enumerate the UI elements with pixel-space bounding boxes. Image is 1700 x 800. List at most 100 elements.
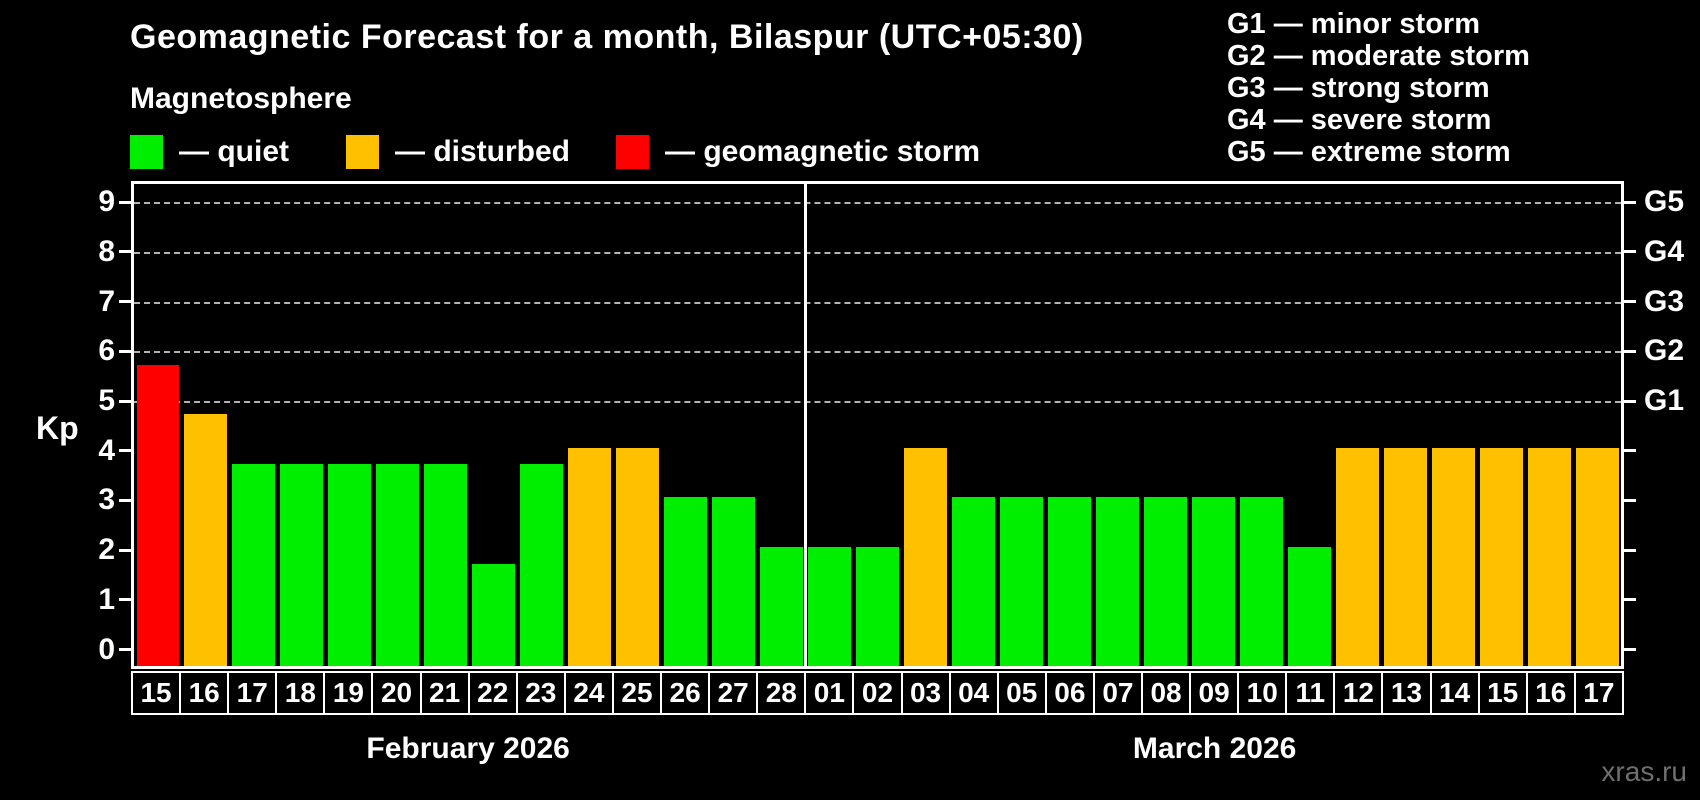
right-tick-5 [1624, 399, 1636, 403]
bar-slot-20 [374, 184, 422, 666]
date-cell-28: 28 [756, 671, 807, 715]
gridline-kp9 [134, 202, 1621, 205]
y-axis-label-1: 1 [98, 582, 115, 616]
page-title: Geomagnetic Forecast for a month, Bilasp… [130, 18, 1084, 56]
kp-bar-06-quiet [1047, 497, 1091, 666]
date-cell-12: 12 [1333, 671, 1384, 715]
kp-bar-08-quiet [1143, 497, 1187, 666]
bar-slot-14 [1429, 184, 1477, 666]
month-label-0: February 2026 [366, 732, 570, 765]
kp-bar-24-disturbed [568, 447, 612, 666]
gridline-kp8 [134, 251, 1621, 254]
legend-label: — geomagnetic storm [665, 135, 981, 168]
date-cell-03: 03 [900, 671, 951, 715]
kp-bar-15-storm [136, 364, 180, 666]
bar-slot-18 [278, 184, 326, 666]
g-legend-line-g4: G4 — severe storm [1227, 104, 1492, 136]
date-cell-14: 14 [1429, 671, 1480, 715]
right-tick-1 [1624, 598, 1636, 602]
gridline-kp7 [134, 301, 1621, 304]
kp-bar-17-disturbed [1575, 447, 1619, 666]
left-tick-7 [119, 300, 131, 304]
right-axis-label-g1: G1 [1644, 384, 1685, 417]
kp-bar-25-disturbed [616, 447, 660, 666]
kp-bar-04-quiet [951, 497, 995, 666]
right-tick-6 [1624, 349, 1636, 353]
left-tick-5 [119, 399, 131, 403]
kp-bar-16-disturbed [184, 414, 228, 666]
watermark: xras.ru [1601, 756, 1687, 787]
right-tick-3 [1624, 498, 1636, 502]
g-legend-line-g3: G3 — strong storm [1227, 72, 1490, 104]
gridline-kp6 [134, 351, 1621, 354]
legend-item-quiet: — quiet [130, 134, 289, 170]
bar-slot-22 [470, 184, 518, 666]
date-cell-04: 04 [948, 671, 999, 715]
kp-bar-13-disturbed [1383, 447, 1427, 666]
right-tick-2 [1624, 548, 1636, 552]
kp-bar-23-quiet [520, 464, 564, 666]
date-axis: 15 16 17 18 19 20 21 22 23 24 25 26 27 28 01 02 03 04 05 06… [131, 671, 1624, 715]
bar-slot-06 [1045, 184, 1093, 666]
y-axis-label-3: 3 [98, 483, 115, 517]
y-axis-label-9: 9 [98, 185, 115, 219]
y-axis-label-6: 6 [98, 334, 115, 368]
bar-slot-16 [182, 184, 230, 666]
y-axis-label-4: 4 [98, 433, 115, 467]
bar-slot-16 [1525, 184, 1573, 666]
bar-slot-23 [518, 184, 566, 666]
left-tick-3 [119, 498, 131, 502]
kp-bar-10-quiet [1239, 497, 1283, 666]
bar-slot-09 [1189, 184, 1237, 666]
date-cell-18: 18 [275, 671, 326, 715]
date-cell-01: 01 [804, 671, 855, 715]
month-divider-line [803, 184, 807, 666]
bar-slot-25 [614, 184, 662, 666]
kp-bar-22-quiet [472, 563, 516, 666]
date-cell-24: 24 [563, 671, 614, 715]
y-axis-label-8: 8 [98, 234, 115, 268]
left-tick-9 [119, 200, 131, 204]
kp-bar-26-quiet [664, 497, 708, 666]
bar-slot-15 [134, 184, 182, 666]
bar-slot-19 [326, 184, 374, 666]
kp-bar-27-quiet [712, 497, 756, 666]
kp-bar-14-disturbed [1431, 447, 1475, 666]
date-cell-07: 07 [1092, 671, 1143, 715]
left-tick-8 [119, 250, 131, 254]
left-tick-4 [119, 449, 131, 453]
bar-slot-05 [997, 184, 1045, 666]
y-axis-label-0: 0 [98, 632, 115, 666]
date-cell-10: 10 [1237, 671, 1288, 715]
bar-slot-11 [1285, 184, 1333, 666]
legend-label: — quiet [179, 135, 289, 168]
date-cell-09: 09 [1189, 671, 1240, 715]
bar-slot-24 [566, 184, 614, 666]
bar-slot-17 [1573, 184, 1621, 666]
date-cell-05: 05 [996, 671, 1047, 715]
kp-bar-15-disturbed [1479, 447, 1523, 666]
kp-bar-20-quiet [376, 464, 420, 666]
bar-slot-03 [902, 184, 950, 666]
g-legend-line-g1: G1 — minor storm [1227, 8, 1480, 40]
g-scale-legend: G1 — minor storm G2 — moderate storm G3 — … [1227, 8, 1530, 168]
right-tick-0 [1624, 648, 1636, 651]
legend-swatch-storm-icon [616, 135, 649, 169]
date-cell-06: 06 [1044, 671, 1095, 715]
kp-bar-11-quiet [1287, 547, 1331, 666]
kp-bar-18-quiet [280, 464, 324, 666]
kp-bar-12-disturbed [1335, 447, 1379, 666]
magnetosphere-subtitle: Magnetosphere [130, 82, 352, 115]
legend-swatch-quiet-icon [130, 135, 163, 169]
kp-bar-01-quiet [808, 547, 852, 666]
legend-swatch-disturbed-icon [346, 135, 379, 169]
bar-slot-10 [1237, 184, 1285, 666]
y-axis-label-5: 5 [98, 384, 115, 417]
legend-item-disturbed: — disturbed [346, 134, 570, 170]
kp-bar-16-disturbed [1527, 447, 1571, 666]
date-cell-27: 27 [708, 671, 759, 715]
bar-slot-26 [662, 184, 710, 666]
kp-bar-09-quiet [1191, 497, 1235, 666]
right-axis-label-g2: G2 [1644, 334, 1685, 368]
